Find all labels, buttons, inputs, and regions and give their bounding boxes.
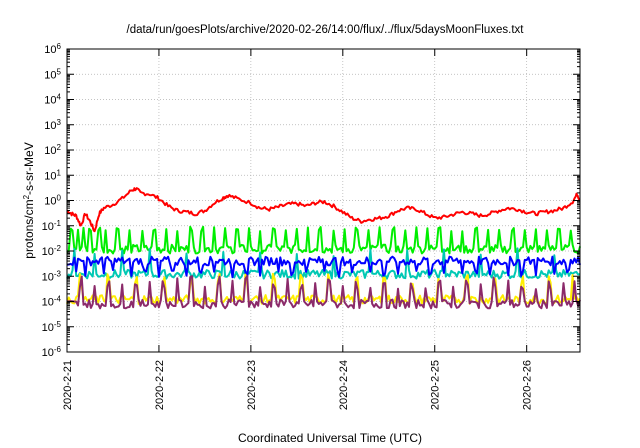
y-axis-label: protons/cm2-s-sr-MeV bbox=[22, 142, 37, 258]
series-line-6 bbox=[66, 275, 581, 310]
x-axis-label: Coordinated Universal Time (UTC) bbox=[238, 431, 422, 445]
y-axis-label-pre: protons/cm bbox=[22, 199, 36, 258]
y-axis-label-sup: 2 bbox=[22, 194, 31, 199]
chart-title: /data/run/goesPlots/archive/2020-02-26/1… bbox=[127, 24, 525, 36]
series-line-2 bbox=[66, 225, 581, 255]
plot-frame bbox=[66, 48, 581, 353]
y-axis-label-post: -s-sr-MeV bbox=[22, 142, 36, 195]
y-tick-label: 106 bbox=[44, 42, 61, 57]
x-tick-label: 2020-2-24 bbox=[338, 360, 350, 410]
series-line-5 bbox=[66, 272, 581, 305]
y-tick-label: 103 bbox=[44, 117, 61, 132]
x-tick-label: 2020-2-23 bbox=[246, 360, 258, 410]
series-line-1 bbox=[66, 187, 581, 233]
y-tick-label: 10-4 bbox=[42, 294, 62, 309]
y-tick-label: 10-1 bbox=[42, 218, 62, 233]
y-tick-label: 102 bbox=[44, 143, 61, 158]
y-tick-label: 10-3 bbox=[42, 269, 62, 284]
y-tick-label: 104 bbox=[44, 92, 61, 107]
y-tick-label: 10-2 bbox=[42, 244, 62, 259]
y-tick-label: 10-6 bbox=[42, 345, 62, 360]
x-tick-label: 2020-2-25 bbox=[430, 360, 442, 410]
series-line-4 bbox=[66, 255, 581, 279]
y-tick-label: 100 bbox=[44, 193, 61, 208]
series-layer bbox=[66, 187, 581, 310]
y-tick-label: 10-5 bbox=[42, 319, 62, 334]
x-tick-label: 2020-2-22 bbox=[154, 360, 166, 410]
y-tick-label: 105 bbox=[44, 67, 61, 82]
y-axis-ticks: 106 105 104 103 102 101 100 10-1 10-2 10-3 10-4 10-… bbox=[42, 42, 580, 360]
series-line-3 bbox=[66, 247, 581, 280]
y-tick-label: 101 bbox=[44, 168, 61, 183]
x-axis-ticks: 2020-2-21 2020-2-22 2020-2-23 2020-2-24 2020… bbox=[62, 49, 534, 410]
x-tick-label: 2020-2-21 bbox=[62, 360, 74, 410]
x-tick-label: 2020-2-26 bbox=[522, 360, 534, 410]
grid-lines bbox=[67, 49, 580, 352]
